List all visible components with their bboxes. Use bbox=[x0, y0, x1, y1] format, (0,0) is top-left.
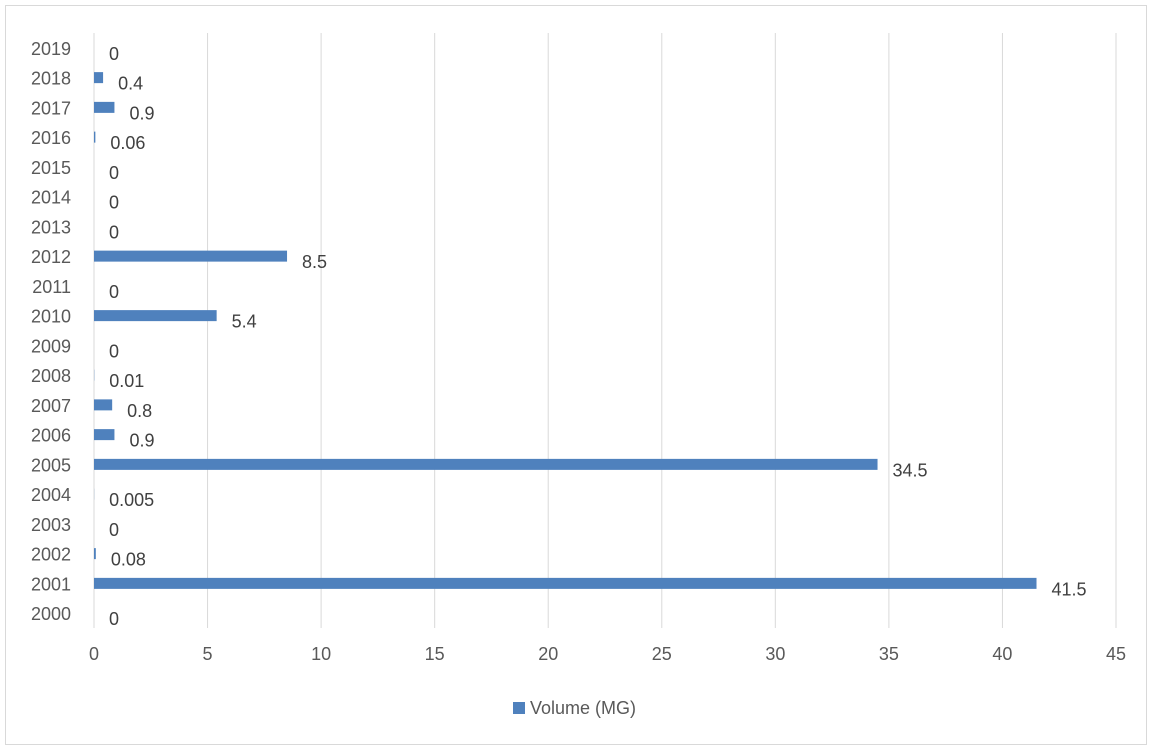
bar-2018 bbox=[94, 72, 104, 84]
data-label-2013: 0 bbox=[109, 222, 119, 242]
y-tick-label-2001: 2001 bbox=[31, 574, 71, 594]
y-tick-label-2011: 2011 bbox=[32, 277, 71, 297]
y-tick-label-2019: 2019 bbox=[31, 39, 71, 59]
y-tick-label-2008: 2008 bbox=[31, 366, 71, 386]
y-tick-label-2015: 2015 bbox=[31, 158, 71, 178]
data-label-2018: 0.4 bbox=[118, 74, 143, 94]
data-label-2000: 0 bbox=[109, 609, 119, 629]
data-label-2015: 0 bbox=[109, 163, 119, 183]
x-tick-label-35: 35 bbox=[879, 644, 899, 664]
y-tick-label-2003: 2003 bbox=[31, 515, 71, 535]
y-tick-label-2007: 2007 bbox=[31, 396, 71, 416]
x-tick-label-25: 25 bbox=[652, 644, 672, 664]
bar-2001 bbox=[94, 577, 1037, 589]
y-tick-label-2004: 2004 bbox=[31, 485, 71, 505]
data-label-2004: 0.005 bbox=[109, 490, 154, 510]
x-tick-label-45: 45 bbox=[1106, 644, 1126, 664]
bar-2010 bbox=[94, 310, 217, 322]
y-tick-label-2013: 2013 bbox=[31, 217, 71, 237]
data-label-2001: 41.5 bbox=[1052, 579, 1087, 599]
y-tick-label-2000: 2000 bbox=[31, 604, 71, 624]
legend-swatch bbox=[513, 702, 525, 714]
data-label-2016: 0.06 bbox=[110, 133, 145, 153]
bar-2007 bbox=[94, 399, 113, 411]
data-label-2019: 0 bbox=[109, 44, 119, 64]
bar-2012 bbox=[94, 250, 288, 262]
y-tick-label-2018: 2018 bbox=[31, 69, 71, 89]
x-tick-label-15: 15 bbox=[425, 644, 445, 664]
x-tick-label-0: 0 bbox=[89, 644, 99, 664]
bar-2005 bbox=[94, 458, 878, 470]
x-tick-label-10: 10 bbox=[311, 644, 331, 664]
data-label-2014: 0 bbox=[109, 193, 119, 213]
y-tick-label-2016: 2016 bbox=[31, 128, 71, 148]
bar-2002 bbox=[94, 548, 96, 560]
y-tick-label-2002: 2002 bbox=[31, 545, 71, 565]
legend-label: Volume (MG) bbox=[530, 698, 636, 718]
data-label-2010: 5.4 bbox=[232, 312, 257, 332]
y-tick-label-2014: 2014 bbox=[31, 188, 71, 208]
x-tick-label-20: 20 bbox=[538, 644, 558, 664]
data-label-2005: 34.5 bbox=[893, 460, 928, 480]
data-label-2012: 8.5 bbox=[302, 252, 327, 272]
y-tick-label-2017: 2017 bbox=[31, 98, 71, 118]
y-tick-label-2012: 2012 bbox=[31, 247, 71, 267]
data-label-2008: 0.01 bbox=[109, 371, 144, 391]
data-label-2017: 0.9 bbox=[129, 103, 154, 123]
data-label-2011: 0 bbox=[109, 282, 119, 302]
y-tick-label-2006: 2006 bbox=[31, 426, 71, 446]
chart-area bbox=[5, 5, 1147, 745]
x-tick-label-5: 5 bbox=[203, 644, 213, 664]
data-label-2009: 0 bbox=[109, 341, 119, 361]
data-label-2002: 0.08 bbox=[111, 550, 146, 570]
y-tick-label-2010: 2010 bbox=[31, 307, 71, 327]
bar-2006 bbox=[94, 429, 115, 441]
y-tick-label-2005: 2005 bbox=[31, 455, 71, 475]
bar-2017 bbox=[94, 101, 115, 113]
x-tick-label-40: 40 bbox=[992, 644, 1012, 664]
data-label-2007: 0.8 bbox=[127, 401, 152, 421]
bar-2016 bbox=[94, 131, 96, 143]
data-label-2006: 0.9 bbox=[129, 431, 154, 451]
data-label-2003: 0 bbox=[109, 520, 119, 540]
y-tick-label-2009: 2009 bbox=[31, 336, 71, 356]
x-tick-label-30: 30 bbox=[765, 644, 785, 664]
